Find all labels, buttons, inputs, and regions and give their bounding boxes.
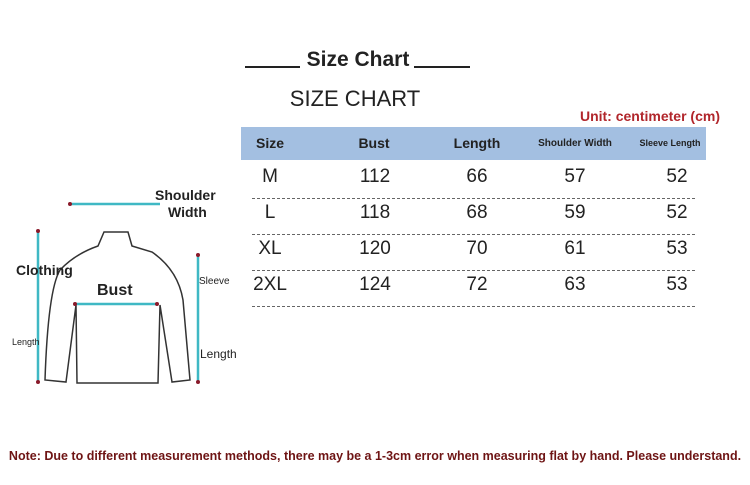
cell-length: 66 <box>466 166 488 187</box>
cell-sleeve-length: 53 <box>666 238 688 259</box>
header-sleeve-length: Sleeve Length <box>639 138 701 148</box>
label-clothing: Clothing <box>16 262 73 278</box>
subtitle: SIZE CHART <box>289 86 421 111</box>
cell-length: 68 <box>466 202 488 223</box>
cell-bust: 112 <box>359 166 391 187</box>
cell-sleeve-length: 52 <box>666 202 688 223</box>
table-row: L 118 68 59 52 <box>252 198 695 235</box>
cell-bust: 118 <box>359 202 391 223</box>
label-sleeve-length: Length <box>200 347 237 361</box>
header-bust: Bust <box>358 135 390 151</box>
cell-size: L <box>264 202 276 223</box>
table-row: 2XL 124 72 63 53 <box>252 270 695 307</box>
measurement-note: Note: Due to different measurement metho… <box>8 449 742 463</box>
header-size: Size <box>255 135 285 151</box>
cell-bust: 124 <box>359 274 391 295</box>
label-shoulder: Shoulder <box>155 187 216 203</box>
label-clothing-length: Length <box>12 337 40 347</box>
cell-size: XL <box>258 238 282 259</box>
header-shoulder-width: Shoulder Width <box>538 138 612 149</box>
label-bust: Bust <box>97 282 133 299</box>
cell-sleeve-length: 52 <box>666 166 688 187</box>
title-rule-right <box>414 66 470 68</box>
header-length: Length <box>453 135 501 151</box>
table-row: M 112 66 57 52 <box>252 162 695 199</box>
title-rule-left <box>245 66 300 68</box>
cell-shoulder-width: 57 <box>564 166 586 187</box>
sweater-diagram <box>36 202 200 384</box>
unit-label: Unit: centimeter (cm) <box>579 108 720 124</box>
cell-length: 70 <box>466 238 488 259</box>
cell-size: 2XL <box>253 274 287 295</box>
sweater-outline <box>44 231 191 384</box>
label-width: Width <box>168 204 207 220</box>
cell-length: 72 <box>466 274 488 295</box>
cell-shoulder-width: 63 <box>564 274 586 295</box>
page-title: Size Chart <box>306 48 410 71</box>
table-header: Size Bust Length Shoulder Width Sleeve L… <box>241 127 706 160</box>
table-row: XL 120 70 61 53 <box>252 234 695 271</box>
cell-shoulder-width: 59 <box>564 202 586 223</box>
label-sleeve: Sleeve <box>199 276 230 287</box>
cell-size: M <box>262 166 278 187</box>
cell-sleeve-length: 53 <box>666 274 688 295</box>
cell-shoulder-width: 61 <box>564 238 586 259</box>
cell-bust: 120 <box>359 238 391 259</box>
